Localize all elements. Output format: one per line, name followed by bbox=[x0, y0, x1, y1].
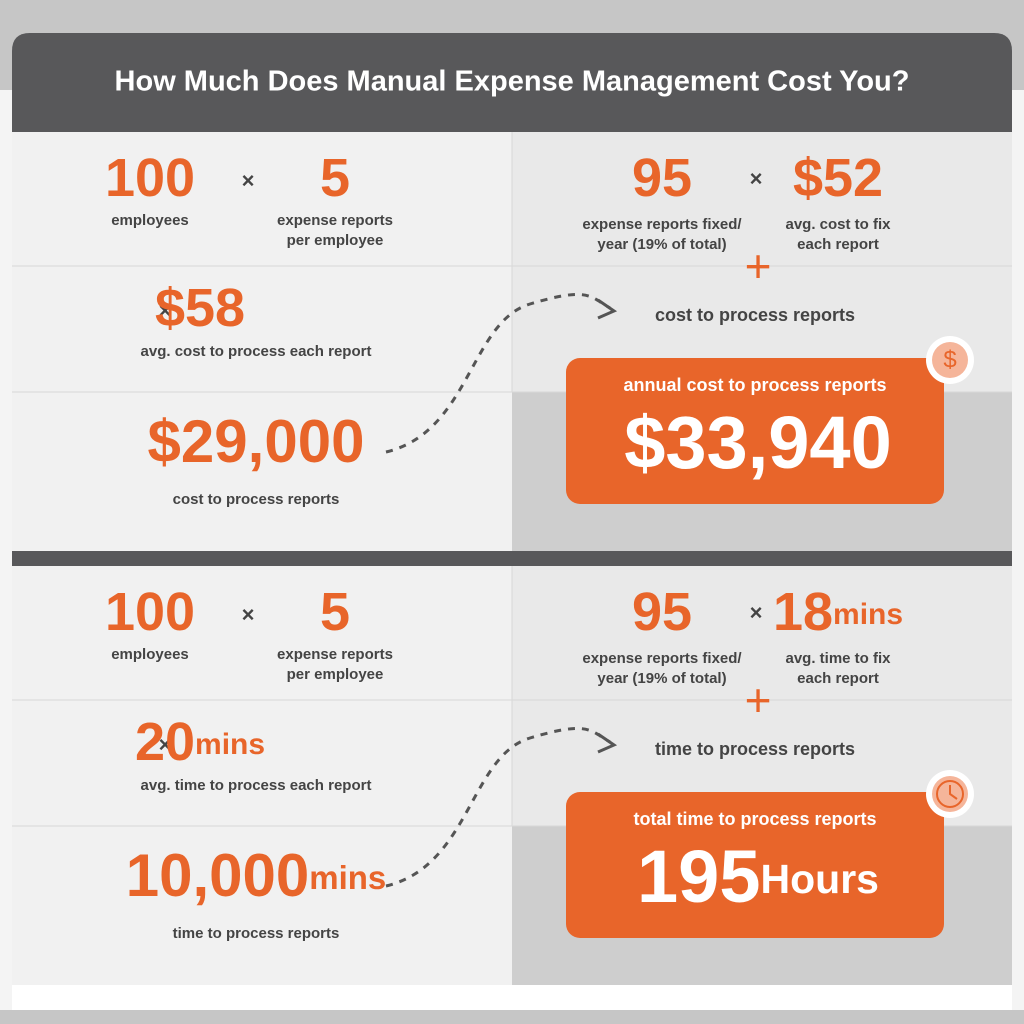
figure-value: 5 bbox=[320, 148, 350, 208]
operator: × bbox=[159, 298, 172, 323]
operator: × bbox=[750, 166, 763, 191]
arrow-head bbox=[597, 732, 618, 754]
divider bbox=[12, 550, 1012, 566]
figure-unit: mins bbox=[195, 728, 265, 761]
figure: $29,000 bbox=[148, 408, 365, 475]
figure-value: 10,000 bbox=[126, 842, 310, 909]
figure-value: 100 bbox=[105, 582, 195, 642]
figure: 18mins bbox=[773, 582, 903, 642]
caption: avg. time to fix bbox=[785, 650, 891, 667]
operator: × bbox=[242, 602, 255, 627]
clock-face bbox=[936, 780, 964, 808]
figure: $33,940 bbox=[624, 401, 892, 484]
operator: + bbox=[745, 674, 772, 726]
caption: cost to process reports bbox=[655, 305, 855, 325]
figure-unit: mins bbox=[833, 598, 903, 631]
icon: $ bbox=[943, 346, 956, 373]
bottom-band bbox=[0, 1010, 1024, 1024]
caption: employees bbox=[111, 646, 189, 663]
total-box bbox=[566, 358, 944, 504]
operator: + bbox=[745, 240, 772, 292]
figure: 20mins bbox=[135, 712, 265, 772]
figure-value: $52 bbox=[793, 148, 883, 208]
header bbox=[12, 33, 1012, 132]
figure: 5 bbox=[320, 148, 350, 208]
caption: year (19% of total) bbox=[597, 670, 726, 687]
caption: each report bbox=[797, 236, 879, 253]
operator: × bbox=[242, 168, 255, 193]
figure: 100 bbox=[105, 582, 195, 642]
caption: per employee bbox=[287, 666, 384, 683]
figure: 95 bbox=[632, 148, 692, 208]
bottom-strip bbox=[12, 985, 1012, 1010]
caption: each report bbox=[797, 670, 879, 687]
arrow-head bbox=[597, 298, 618, 320]
icon-disc bbox=[932, 342, 968, 378]
figure: 10,000mins bbox=[126, 842, 387, 909]
panel-left bbox=[12, 132, 512, 551]
total-label: annual cost to process reports bbox=[623, 375, 886, 395]
figure-value: 20 bbox=[135, 712, 195, 772]
caption: year (19% of total) bbox=[597, 236, 726, 253]
arrow bbox=[385, 726, 611, 888]
title: How Much Does Manual Expense Management … bbox=[115, 66, 910, 98]
caption: expense reports fixed/ bbox=[582, 216, 742, 233]
figure: 195Hours bbox=[637, 835, 879, 918]
figure-value: 18 bbox=[773, 582, 833, 642]
figure: 100 bbox=[105, 148, 195, 208]
figure-value: 5 bbox=[320, 582, 350, 642]
caption: expense reports bbox=[277, 646, 393, 663]
clock-hands bbox=[949, 785, 958, 800]
caption: expense reports bbox=[277, 212, 393, 229]
figure-value: 95 bbox=[632, 148, 692, 208]
figure: 5 bbox=[320, 582, 350, 642]
arrow bbox=[385, 292, 611, 454]
panel-left bbox=[12, 566, 512, 985]
figure-unit: mins bbox=[309, 859, 386, 896]
caption: per employee bbox=[287, 232, 384, 249]
figure-value: 100 bbox=[105, 148, 195, 208]
caption: avg. cost to fix bbox=[785, 216, 891, 233]
operator: × bbox=[750, 600, 763, 625]
total-box bbox=[566, 792, 944, 938]
figure: 95 bbox=[632, 582, 692, 642]
figure: $52 bbox=[793, 148, 883, 208]
caption: time to process reports bbox=[173, 925, 340, 942]
operator: × bbox=[159, 732, 172, 757]
figure-value: $58 bbox=[155, 278, 245, 338]
caption: avg. cost to process each report bbox=[141, 343, 372, 360]
figure-value: 95 bbox=[632, 582, 692, 642]
caption: employees bbox=[111, 212, 189, 229]
total-label: total time to process reports bbox=[633, 809, 876, 829]
caption: avg. time to process each report bbox=[141, 777, 372, 794]
figure: $58 bbox=[155, 278, 245, 338]
figure-unit: Hours bbox=[761, 856, 879, 902]
figure-value: $29,000 bbox=[148, 408, 365, 475]
figure-value: 195 bbox=[637, 835, 760, 918]
figure-value: $33,940 bbox=[624, 401, 892, 484]
caption: cost to process reports bbox=[173, 491, 340, 508]
sections: 100 employees × 5 expense reports per employe… bbox=[12, 132, 1012, 985]
caption: time to process reports bbox=[655, 739, 855, 759]
caption: expense reports fixed/ bbox=[582, 650, 742, 667]
